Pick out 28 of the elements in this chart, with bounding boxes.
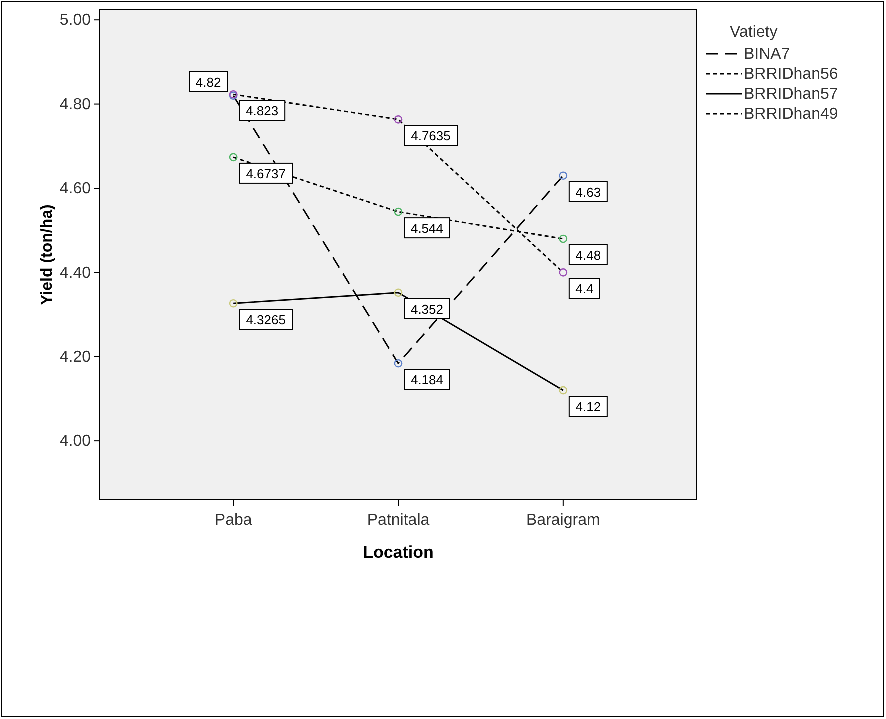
legend-label: BRRIDhan57 [744, 86, 838, 103]
data-label: 4.3265 [246, 312, 286, 328]
data-label: 4.184 [410, 372, 444, 388]
data-label: 4.6737 [246, 166, 286, 182]
data-label: 4.823 [246, 104, 279, 119]
x-tick-label: Patnitala [367, 512, 430, 529]
data-label: 4.352 [410, 302, 444, 317]
x-axis-title: Location [363, 543, 434, 562]
data-label: 4.48 [576, 248, 602, 264]
y-tick-label: 4.20 [60, 348, 92, 366]
legend-label: BRRIDhan56 [744, 66, 838, 83]
data-label: 4.544 [410, 221, 444, 236]
y-tick-label: 4.80 [60, 96, 92, 114]
y-tick-label: 5.00 [60, 12, 92, 30]
data-label: 4.82 [196, 74, 222, 90]
y-tick-label: 4.60 [60, 180, 92, 198]
data-label: 4.12 [576, 400, 602, 415]
legend-label: BINA7 [744, 46, 790, 63]
data-label: 4.63 [576, 184, 602, 200]
x-tick-label: Paba [214, 512, 252, 529]
legend-label: BRRIDhan49 [744, 106, 838, 123]
data-label: 4.4 [576, 282, 594, 297]
data-label: 4.7635 [411, 128, 451, 144]
y-tick-label: 4.00 [60, 433, 92, 450]
legend-title: Vatiety [730, 24, 778, 41]
y-axis-title: Yield (ton/ha) [39, 204, 56, 306]
x-tick-label: Baraigram [526, 512, 600, 529]
y-tick-label: 4.40 [60, 264, 92, 282]
